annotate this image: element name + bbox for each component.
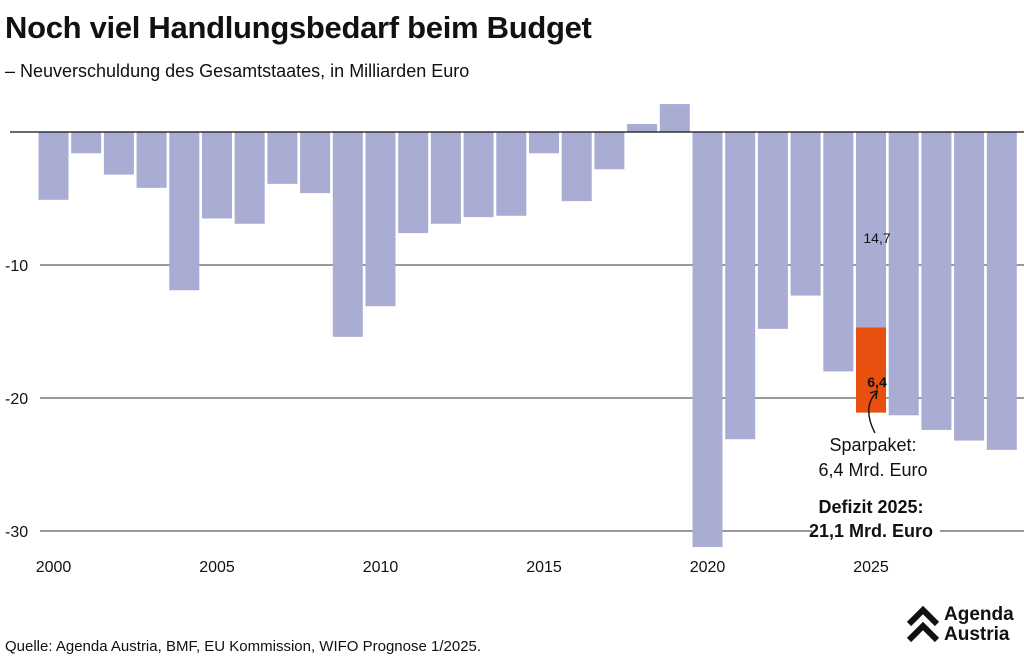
sparpaket-annotation-line2: 6,4 Mrd. Euro	[818, 460, 927, 480]
defizit-annotation-line1: Defizit 2025:	[818, 497, 923, 517]
bar-2028	[954, 132, 985, 441]
bar-2009	[332, 132, 363, 337]
bar-2005	[202, 132, 232, 219]
sparpaket-arrow-head	[869, 390, 878, 400]
bar-2014	[496, 132, 527, 216]
sparpaket-annotation-line1: Sparpaket:	[829, 435, 916, 455]
bar-2025	[856, 132, 886, 328]
bar-2026	[888, 132, 919, 416]
source-note: Quelle: Agenda Austria, BMF, EU Kommissi…	[5, 638, 482, 655]
x-tick-label-2010: 2010	[363, 559, 399, 576]
bar-2012	[430, 132, 461, 224]
bar-2020	[692, 132, 723, 547]
tick-labels: -10 -20 -30 2000 2005 2010 2015 2020 2025	[5, 258, 889, 576]
bar-2022	[757, 132, 788, 329]
bar-2027	[921, 132, 952, 430]
x-tick-label-2025: 2025	[853, 559, 889, 576]
bar-2021	[725, 132, 756, 440]
defizit-annotation-line2: 21,1 Mrd. Euro	[809, 521, 933, 541]
y-tick-label-20: -20	[5, 391, 28, 408]
sparpaket-arrow-line	[868, 392, 877, 434]
defizit-label-backdrop	[812, 515, 940, 545]
x-tick-label-2000: 2000	[36, 559, 72, 576]
bar-2002	[103, 132, 134, 175]
bar-2008	[300, 132, 331, 194]
bar-2029	[986, 132, 1017, 450]
bar-2001	[71, 132, 102, 154]
bar-2006	[234, 132, 265, 224]
bar-2018	[627, 124, 658, 132]
bar-2004	[169, 132, 200, 291]
logo-line-1: Agenda	[944, 604, 1014, 625]
bar-2007	[267, 132, 298, 184]
x-tick-label-2015: 2015	[526, 559, 562, 576]
annotations: 14,7 6,4 Sparpaket: 6,4 Mrd. Euro Defizi…	[809, 230, 940, 545]
chart-subtitle: – Neuverschuldung des Gesamtstaates, in …	[5, 61, 470, 81]
x-tick-label-2020: 2020	[690, 559, 726, 576]
bar-2024	[823, 132, 854, 372]
bar-2025-sparpaket	[856, 327, 886, 413]
x-tick-label-2005: 2005	[199, 559, 235, 576]
bar-2015	[529, 132, 559, 154]
bar-2011	[398, 132, 429, 234]
logo-wordmark: Agenda Austria	[944, 605, 1014, 645]
agenda-austria-logo: Agenda Austria	[906, 604, 1024, 648]
bars	[38, 104, 1017, 547]
y-tick-label-30: -30	[5, 524, 28, 541]
bar-2013	[463, 132, 494, 218]
bar-2023	[790, 132, 821, 296]
bar-2017	[594, 132, 625, 170]
bar-2016	[561, 132, 592, 202]
chart-title: Noch viel Handlungsbedarf beim Budget	[5, 10, 592, 45]
y-tick-label-10: -10	[5, 258, 28, 275]
sparpaket-bar-label: 6,4	[867, 374, 887, 390]
bar-2003	[136, 132, 167, 188]
bar-2019	[659, 104, 690, 132]
bar-chart: -10 -20 -30 2000 2005 2010 2015 2020 2025 14,7 6…	[5, 104, 1024, 576]
chevron-logo-icon	[906, 606, 940, 643]
remaining-deficit-label: 14,7	[863, 230, 890, 246]
bar-2010	[365, 132, 396, 307]
logo-line-2: Austria	[944, 624, 1010, 645]
bar-2000	[38, 132, 69, 200]
